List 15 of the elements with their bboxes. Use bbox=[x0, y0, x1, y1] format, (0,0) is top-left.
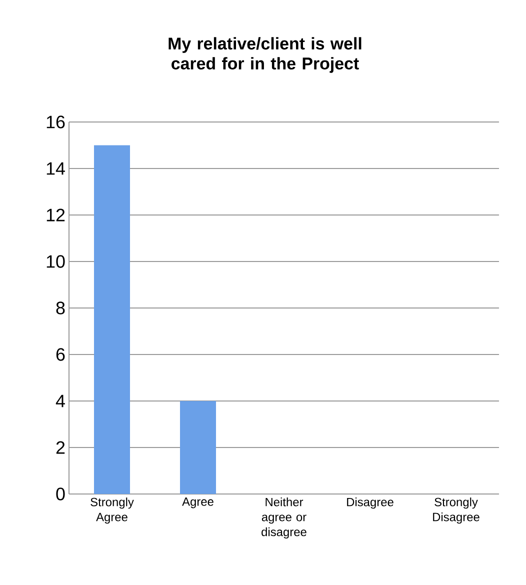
y-tick-label: 12 bbox=[46, 208, 65, 222]
y-tick-label: 0 bbox=[56, 488, 65, 500]
y-tick-label: 14 bbox=[46, 162, 65, 175]
y-tick-label: 6 bbox=[56, 348, 65, 361]
chart-title: My relative/client is well cared for in the Project bbox=[168, 37, 362, 73]
x-tick-label: Disagree bbox=[347, 498, 394, 509]
y-tick-label: 4 bbox=[56, 394, 65, 408]
y-tick-label: 8 bbox=[56, 302, 65, 314]
y-tick-label: 10 bbox=[46, 255, 65, 268]
x-tick-label: Agree bbox=[182, 498, 214, 508]
y-tick-label: 16 bbox=[46, 116, 65, 128]
x-tick-label: Neither agree or disagree bbox=[262, 498, 306, 539]
y-tick-label: 2 bbox=[56, 441, 65, 454]
x-tick-label: Strongly Disagree bbox=[433, 498, 480, 524]
x-tick-label: Strongly Agree bbox=[90, 498, 134, 524]
